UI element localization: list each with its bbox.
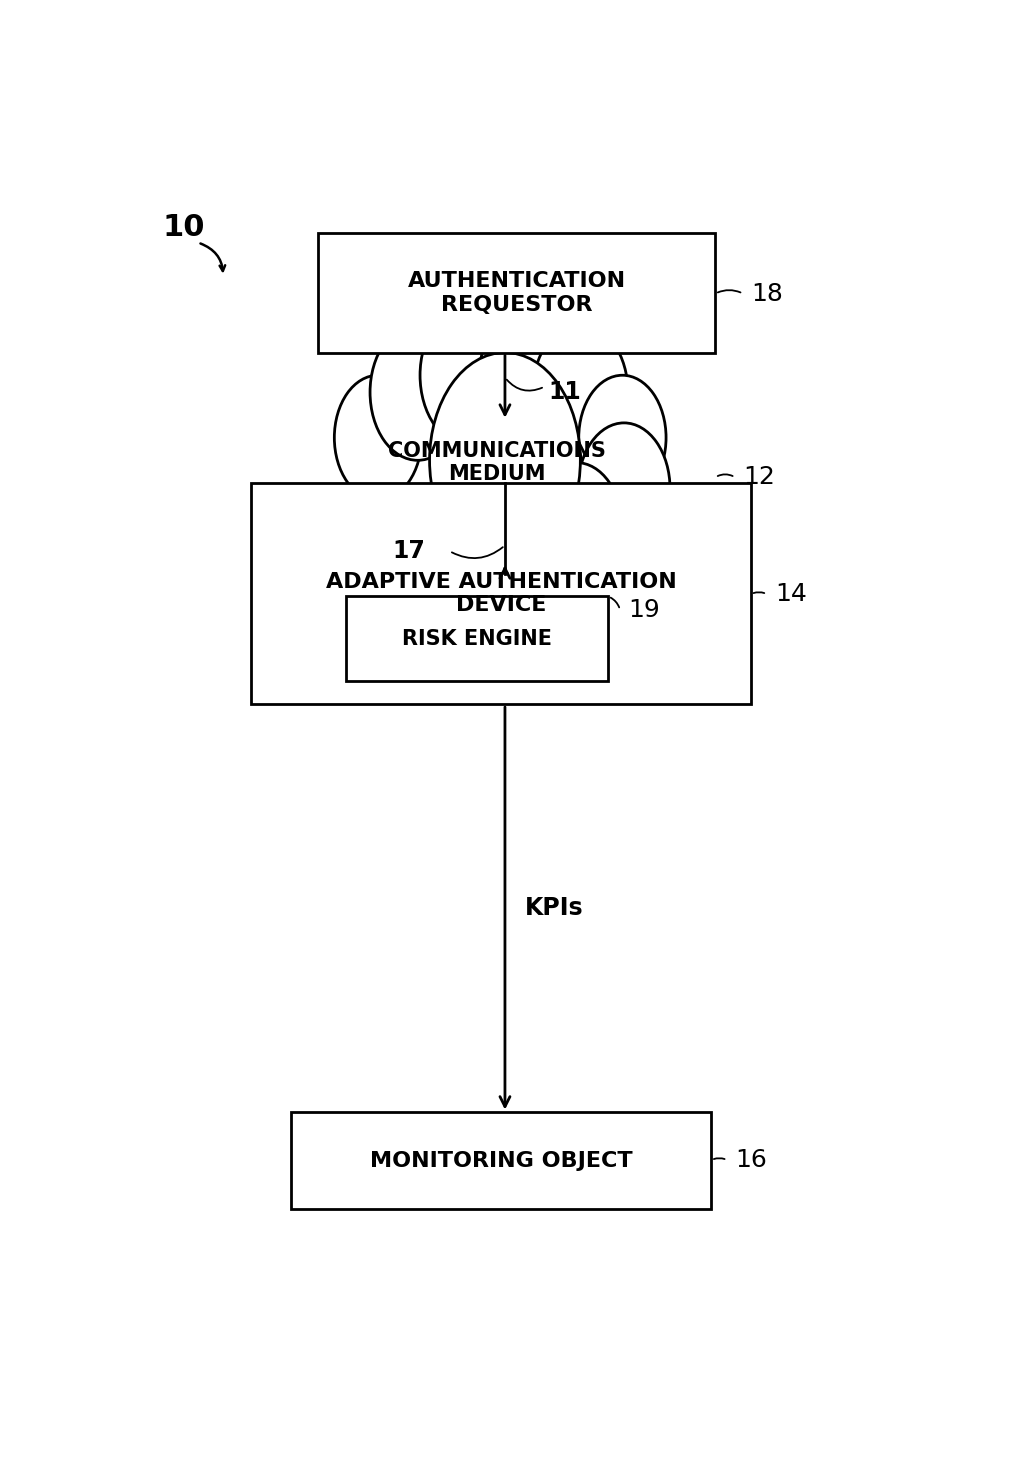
Circle shape — [579, 376, 666, 499]
Text: 18: 18 — [751, 281, 783, 305]
Circle shape — [430, 352, 581, 569]
Text: 10: 10 — [162, 214, 205, 242]
Circle shape — [370, 324, 465, 460]
FancyBboxPatch shape — [291, 1112, 712, 1209]
FancyBboxPatch shape — [318, 234, 715, 352]
Text: 11: 11 — [549, 380, 582, 404]
Text: MONITORING OBJECT: MONITORING OBJECT — [370, 1150, 632, 1171]
Text: RISK ENGINE: RISK ENGINE — [402, 629, 552, 650]
Circle shape — [399, 463, 492, 594]
Text: KPIs: KPIs — [524, 897, 584, 921]
Circle shape — [334, 376, 422, 499]
Circle shape — [530, 463, 623, 594]
Text: 14: 14 — [775, 582, 807, 607]
Circle shape — [532, 324, 628, 460]
Circle shape — [348, 423, 440, 554]
Text: AUTHENTICATION
REQUESTOR: AUTHENTICATION REQUESTOR — [408, 271, 626, 315]
Text: 12: 12 — [743, 465, 775, 489]
FancyBboxPatch shape — [251, 483, 751, 704]
Circle shape — [458, 489, 553, 625]
Text: 17: 17 — [393, 539, 426, 563]
Circle shape — [578, 423, 670, 554]
FancyBboxPatch shape — [346, 597, 608, 682]
Text: 19: 19 — [628, 598, 659, 622]
Text: ADAPTIVE AUTHENTICATION
DEVICE: ADAPTIVE AUTHENTICATION DEVICE — [326, 572, 677, 616]
Circle shape — [420, 305, 518, 445]
Text: 16: 16 — [735, 1147, 767, 1173]
Circle shape — [479, 305, 578, 445]
Text: COMMUNICATIONS
MEDIUM: COMMUNICATIONS MEDIUM — [388, 440, 606, 485]
